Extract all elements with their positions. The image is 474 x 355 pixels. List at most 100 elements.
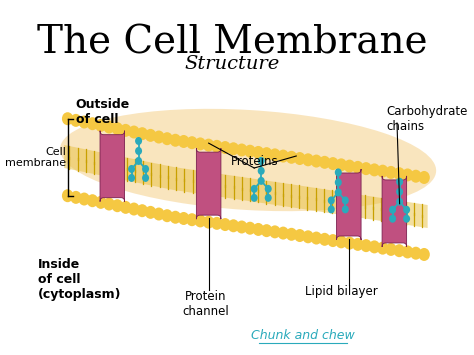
Circle shape bbox=[142, 174, 149, 182]
Circle shape bbox=[403, 206, 410, 214]
Text: Proteins: Proteins bbox=[230, 155, 278, 168]
Circle shape bbox=[402, 245, 413, 258]
Circle shape bbox=[112, 122, 123, 135]
Circle shape bbox=[396, 188, 403, 196]
Circle shape bbox=[269, 225, 281, 238]
Circle shape bbox=[336, 158, 347, 171]
Circle shape bbox=[128, 126, 140, 138]
Circle shape bbox=[128, 203, 140, 215]
Circle shape bbox=[335, 179, 342, 186]
Circle shape bbox=[342, 206, 349, 213]
Circle shape bbox=[261, 224, 272, 237]
Circle shape bbox=[135, 137, 142, 145]
Circle shape bbox=[178, 212, 190, 225]
Circle shape bbox=[327, 234, 338, 247]
FancyBboxPatch shape bbox=[100, 131, 125, 202]
Circle shape bbox=[369, 240, 380, 253]
Circle shape bbox=[328, 196, 335, 204]
Circle shape bbox=[258, 157, 264, 165]
Circle shape bbox=[277, 226, 289, 240]
Circle shape bbox=[195, 214, 206, 228]
Circle shape bbox=[228, 142, 239, 155]
Circle shape bbox=[195, 137, 206, 151]
Circle shape bbox=[319, 156, 330, 169]
Circle shape bbox=[137, 204, 148, 217]
Circle shape bbox=[62, 189, 73, 202]
Circle shape bbox=[128, 174, 135, 182]
Text: Structure: Structure bbox=[185, 55, 280, 73]
Circle shape bbox=[145, 129, 156, 142]
Circle shape bbox=[253, 223, 264, 236]
Text: Cell
membrane: Cell membrane bbox=[5, 147, 66, 168]
Circle shape bbox=[236, 143, 247, 157]
Text: Outside
of cell: Outside of cell bbox=[75, 98, 130, 126]
Circle shape bbox=[153, 208, 164, 220]
Circle shape bbox=[211, 217, 223, 230]
Circle shape bbox=[219, 218, 231, 231]
FancyBboxPatch shape bbox=[382, 176, 407, 247]
Circle shape bbox=[70, 114, 82, 127]
Circle shape bbox=[261, 147, 272, 160]
Circle shape bbox=[253, 146, 264, 159]
Circle shape bbox=[203, 139, 214, 152]
Circle shape bbox=[393, 167, 405, 180]
Circle shape bbox=[396, 198, 403, 206]
Circle shape bbox=[385, 243, 397, 256]
Circle shape bbox=[162, 132, 173, 145]
Circle shape bbox=[251, 185, 258, 193]
Circle shape bbox=[87, 194, 98, 207]
Circle shape bbox=[360, 162, 372, 175]
Ellipse shape bbox=[60, 109, 436, 211]
Circle shape bbox=[377, 165, 388, 178]
Circle shape bbox=[327, 157, 338, 170]
Circle shape bbox=[389, 215, 396, 223]
Circle shape bbox=[142, 165, 149, 173]
Text: Carbohydrate
chains: Carbohydrate chains bbox=[386, 105, 468, 133]
Circle shape bbox=[79, 192, 90, 206]
Text: Lipid bilayer: Lipid bilayer bbox=[305, 285, 378, 298]
Circle shape bbox=[135, 157, 142, 165]
Circle shape bbox=[286, 228, 297, 241]
Circle shape bbox=[95, 119, 107, 132]
FancyBboxPatch shape bbox=[196, 148, 221, 219]
Circle shape bbox=[393, 244, 405, 257]
Circle shape bbox=[236, 220, 247, 234]
Circle shape bbox=[251, 194, 258, 202]
Circle shape bbox=[342, 196, 349, 204]
Circle shape bbox=[135, 147, 142, 155]
Circle shape bbox=[153, 131, 164, 143]
Circle shape bbox=[336, 235, 347, 248]
Circle shape bbox=[103, 197, 115, 211]
Circle shape bbox=[186, 213, 198, 226]
Circle shape bbox=[112, 199, 123, 212]
Circle shape bbox=[310, 154, 322, 168]
Circle shape bbox=[419, 171, 430, 184]
Circle shape bbox=[319, 233, 330, 246]
Circle shape bbox=[369, 163, 380, 176]
Circle shape bbox=[87, 117, 98, 130]
Circle shape bbox=[186, 136, 198, 149]
Circle shape bbox=[402, 168, 413, 181]
Circle shape bbox=[62, 112, 73, 125]
Circle shape bbox=[344, 160, 355, 173]
Circle shape bbox=[219, 141, 231, 154]
Circle shape bbox=[128, 165, 135, 173]
Circle shape bbox=[302, 230, 314, 243]
Circle shape bbox=[120, 124, 131, 137]
Circle shape bbox=[269, 148, 281, 162]
Circle shape bbox=[310, 231, 322, 245]
Circle shape bbox=[170, 211, 181, 224]
Circle shape bbox=[79, 115, 90, 129]
Circle shape bbox=[352, 161, 364, 174]
Circle shape bbox=[286, 151, 297, 164]
Circle shape bbox=[244, 222, 255, 235]
Circle shape bbox=[377, 242, 388, 255]
Circle shape bbox=[344, 237, 355, 250]
Circle shape bbox=[264, 194, 272, 202]
Circle shape bbox=[302, 153, 314, 166]
Circle shape bbox=[335, 189, 342, 196]
FancyBboxPatch shape bbox=[337, 169, 361, 240]
Circle shape bbox=[120, 201, 131, 214]
Circle shape bbox=[137, 127, 148, 140]
Circle shape bbox=[294, 229, 305, 242]
